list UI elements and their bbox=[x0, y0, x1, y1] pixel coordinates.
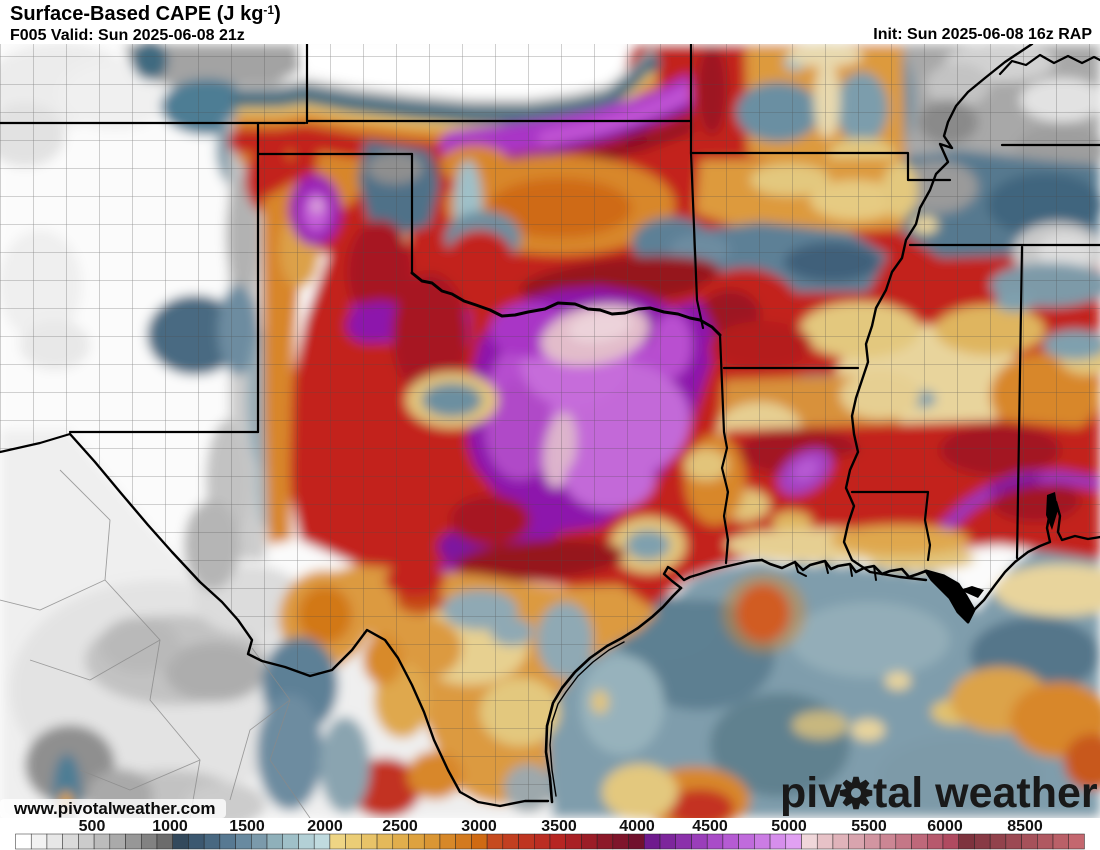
svg-text:4000: 4000 bbox=[619, 818, 655, 835]
svg-text:3500: 3500 bbox=[541, 818, 577, 835]
svg-text:1000: 1000 bbox=[152, 818, 188, 835]
svg-text:5500: 5500 bbox=[851, 818, 887, 835]
svg-text:www.pivotalweather.com: www.pivotalweather.com bbox=[13, 799, 216, 818]
svg-text:3000: 3000 bbox=[461, 818, 497, 835]
svg-text:5000: 5000 bbox=[771, 818, 807, 835]
svg-text:500: 500 bbox=[79, 818, 106, 835]
svg-text:2000: 2000 bbox=[307, 818, 343, 835]
svg-text:tal weather: tal weather bbox=[873, 769, 1098, 817]
svg-text:8500: 8500 bbox=[1007, 818, 1043, 835]
svg-text:6000: 6000 bbox=[927, 818, 963, 835]
svg-text:4500: 4500 bbox=[692, 818, 728, 835]
svg-text:2500: 2500 bbox=[382, 818, 418, 835]
svg-text:1500: 1500 bbox=[229, 818, 265, 835]
svg-text:piv: piv bbox=[780, 769, 842, 817]
